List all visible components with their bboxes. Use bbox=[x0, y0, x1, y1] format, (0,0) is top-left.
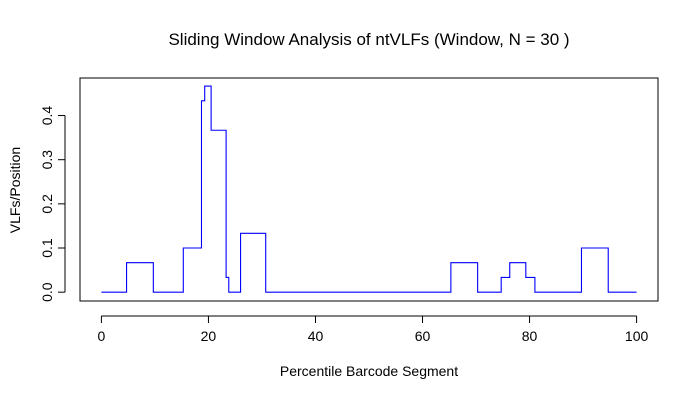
x-tick-label: 0 bbox=[98, 328, 106, 344]
y-tick-label: 0.1 bbox=[39, 238, 55, 258]
y-axis-label: VLFs/Position bbox=[7, 147, 23, 233]
y-tick-label: 0.4 bbox=[39, 106, 55, 126]
x-tick-label: 100 bbox=[625, 328, 649, 344]
y-tick-label: 0.3 bbox=[39, 150, 55, 170]
chart-title: Sliding Window Analysis of ntVLFs (Windo… bbox=[168, 30, 569, 49]
series-line-0 bbox=[101, 85, 637, 293]
x-axis-label: Percentile Barcode Segment bbox=[280, 363, 458, 379]
y-tick-label: 0.2 bbox=[39, 194, 55, 214]
x-tick-label: 40 bbox=[308, 328, 324, 344]
y-tick-label: 0.0 bbox=[39, 282, 55, 302]
x-tick-label: 20 bbox=[201, 328, 217, 344]
y-axis: 0.0 0.1 0.2 0.3 0.4 bbox=[39, 106, 66, 302]
x-tick-label: 60 bbox=[415, 328, 431, 344]
plot-frame bbox=[79, 77, 659, 302]
x-tick-label: 80 bbox=[522, 328, 538, 344]
x-axis: 0 20 40 60 80 100 bbox=[98, 315, 649, 344]
